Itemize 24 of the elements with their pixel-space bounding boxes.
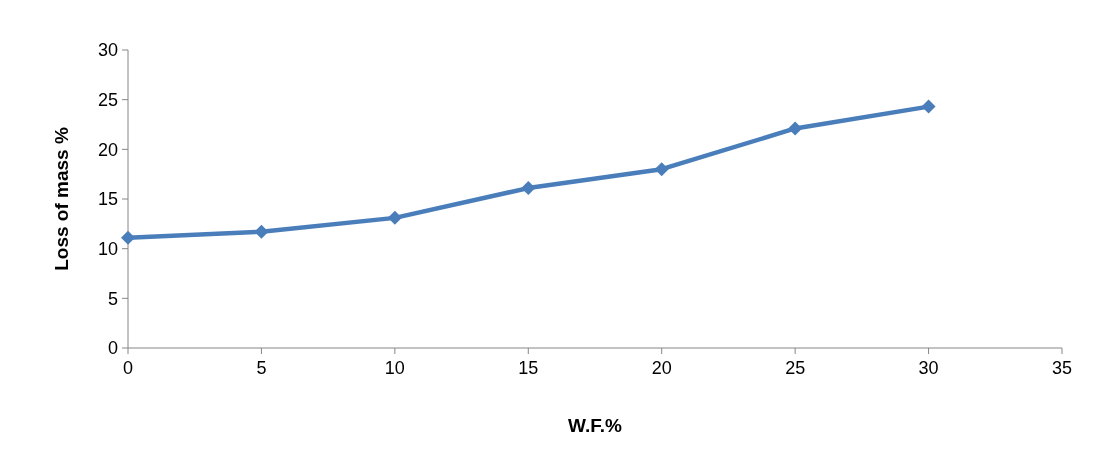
y-axis-title: Loss of mass % [51,127,72,271]
x-tick-label: 15 [518,358,539,378]
point [921,99,936,114]
point [387,210,402,225]
point [788,121,803,136]
point [521,181,536,196]
point [121,230,135,245]
x-axis-title: W.F.% [568,415,623,436]
y-tick-label: 30 [97,40,118,61]
x-tick-label: 0 [122,358,134,378]
x-tick-label: 25 [785,358,806,378]
y-tick-label: 15 [97,189,118,210]
y-tick-label: 25 [97,89,118,110]
y-tick-label: 0 [107,338,118,359]
y-tick-label: 10 [97,238,118,259]
x-tick-label: 35 [1051,358,1073,378]
x-tick-label: 5 [256,358,267,378]
point [254,224,269,239]
x-tick-label: 10 [384,358,405,378]
y-tick-label: 20 [97,139,118,160]
x-tick-label: 30 [918,358,939,378]
x-tick-label: 20 [651,358,672,378]
point [654,162,669,177]
y-tick-label: 5 [107,288,118,309]
